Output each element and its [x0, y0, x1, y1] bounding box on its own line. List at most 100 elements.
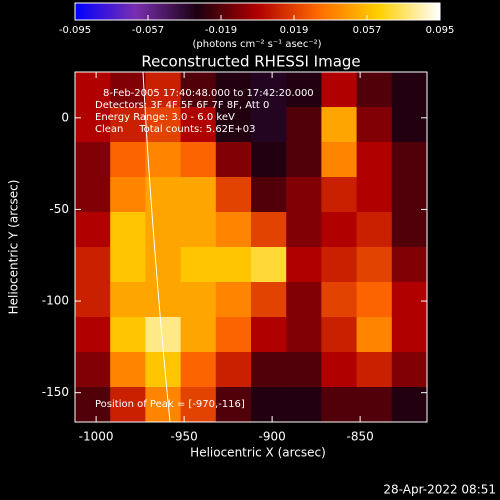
y-tick-label: -50: [49, 202, 69, 216]
heatmap-cell: [145, 107, 182, 143]
x-tick-label: -900: [259, 430, 286, 444]
colorbar-label: (photons cm⁻² s⁻¹ asec⁻²): [192, 39, 321, 50]
heatmap-cell: [75, 72, 111, 108]
heatmap-cell: [356, 282, 393, 318]
heatmap-cell: [356, 317, 393, 353]
heatmap-cell: [75, 142, 111, 178]
heatmap-cell: [321, 352, 358, 388]
heatmap-cell: [75, 107, 111, 143]
heatmap-cell: [391, 72, 428, 108]
x-tick-label: -950: [171, 430, 198, 444]
heatmap-cell: [356, 107, 393, 143]
heatmap-cell: [215, 317, 252, 353]
heatmap-cell: [145, 142, 182, 178]
heatmap-cell: [321, 212, 358, 248]
heatmap-cell: [356, 212, 393, 248]
colorbar-tick-label: 0.019: [280, 25, 309, 36]
heatmap-cell: [356, 387, 393, 423]
annotation: Detectors: 3F 4F 5F 6F 7F 8F, Att 0: [95, 100, 269, 111]
heatmap-cell: [286, 387, 322, 423]
heatmap-cell: [215, 212, 252, 248]
y-tick-label: -100: [42, 294, 69, 308]
heatmap-cell: [356, 177, 393, 213]
heatmap-cell: [321, 387, 358, 423]
heatmap-cell: [356, 142, 393, 178]
heatmap-cell: [321, 247, 358, 283]
heatmap-cell: [75, 317, 111, 353]
heatmap-cell: [75, 352, 111, 388]
colorbar-tick-label: 0.057: [353, 25, 382, 36]
heatmap-cell: [215, 177, 252, 213]
heatmap-cell: [286, 282, 322, 318]
heatmap-cell: [321, 317, 358, 353]
heatmap-cell: [180, 282, 217, 318]
heatmap-cell: [286, 142, 322, 178]
y-tick-label: 0: [61, 110, 69, 124]
heatmap-cell: [110, 212, 146, 248]
heatmap-cell: [251, 352, 287, 388]
heatmap-cell: [145, 352, 182, 388]
heatmap-cell: [145, 247, 182, 283]
heatmap-cell: [180, 212, 217, 248]
heatmap-cell: [251, 177, 287, 213]
heatmap-cell: [75, 247, 111, 283]
heatmap-cell: [251, 142, 287, 178]
heatmap-cell: [180, 72, 217, 108]
y-axis-label: Heliocentric Y (arcsec): [7, 180, 21, 315]
chart-title: Reconstructed RHESSI Image: [141, 53, 360, 71]
heatmap-cell: [391, 352, 428, 388]
heatmap-cell: [110, 142, 146, 178]
heatmap-cell: [286, 177, 322, 213]
heatmap-cell: [180, 177, 217, 213]
heatmap-cell: [251, 107, 287, 143]
heatmap-cell: [180, 387, 217, 423]
heatmap-cell: [251, 212, 287, 248]
heatmap-cell: [391, 177, 428, 213]
heatmap-cell: [356, 352, 393, 388]
heatmap-cell: [180, 142, 217, 178]
heatmap-cell: [145, 387, 182, 423]
heatmap-cell: [110, 247, 146, 283]
annotation: Energy Range: 3.0 - 6.0 keV: [95, 112, 235, 123]
heatmap-cell: [391, 212, 428, 248]
heatmap-cell: [251, 387, 287, 423]
heatmap-cell: [321, 142, 358, 178]
x-axis-label: Heliocentric X (arcsec): [190, 446, 326, 460]
y-tick-label: -150: [42, 385, 69, 399]
heatmap-cell: [391, 107, 428, 143]
footer-date: 28-Apr-2022 08:51: [383, 483, 496, 497]
colorbar-tick-label: -0.019: [205, 25, 237, 36]
heatmap-cell: [321, 107, 358, 143]
plot-frame: [74, 71, 428, 423]
heatmap-cell: [215, 72, 252, 108]
heatmap-cell: [180, 317, 217, 353]
heatmap-cell: [110, 352, 146, 388]
annotation: 8-Feb-2005 17:40:48.000 to 17:42:20.000: [103, 88, 314, 99]
heatmap-cell: [215, 282, 252, 318]
heatmap-cell: [356, 247, 393, 283]
heatmap-cell: [110, 387, 146, 423]
solar-limb: [142, 71, 171, 423]
heatmap-cell: [286, 352, 322, 388]
heatmap-cell: [75, 212, 111, 248]
heatmap-cell: [286, 212, 322, 248]
heatmap-cell: [391, 317, 428, 353]
heatmap-cell: [110, 317, 146, 353]
heatmap-cell: [251, 72, 287, 108]
heatmap-cell: [215, 352, 252, 388]
heatmap-cell: [145, 282, 182, 318]
heatmap-cell: [286, 317, 322, 353]
heatmap-cell: [321, 72, 358, 108]
heatmap-cell: [286, 107, 322, 143]
x-tick-label: -1000: [79, 430, 114, 444]
heatmap: [75, 72, 428, 423]
heatmap-cell: [75, 177, 111, 213]
colorbar-tick-label: -0.095: [59, 25, 91, 36]
heatmap-cell: [391, 142, 428, 178]
heatmap-cell: [356, 72, 393, 108]
heatmap-cell: [110, 72, 146, 108]
heatmap-cell: [321, 282, 358, 318]
colorbar-tick-label: 0.095: [426, 25, 455, 36]
heatmap-cell: [251, 282, 287, 318]
